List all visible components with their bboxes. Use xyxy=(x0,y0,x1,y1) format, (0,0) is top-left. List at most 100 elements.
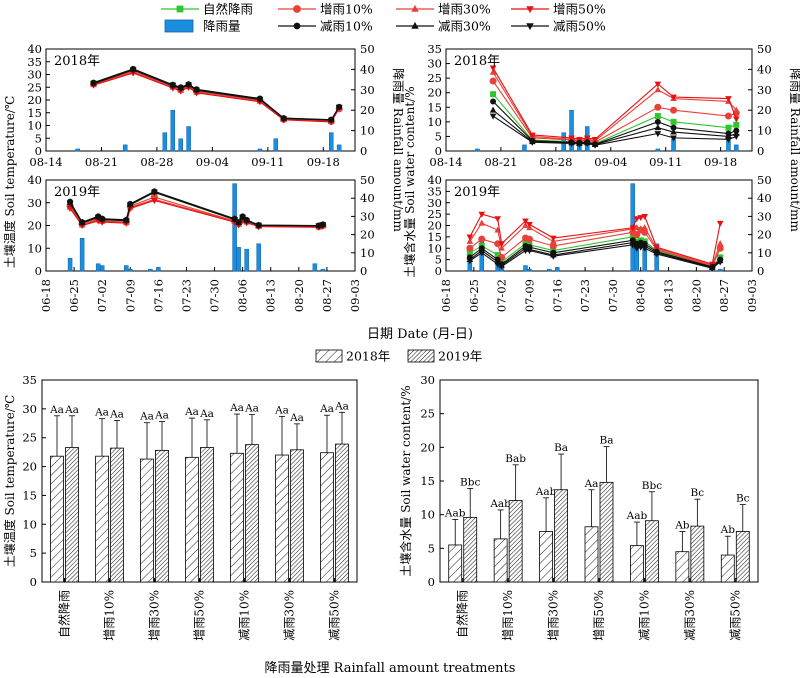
series-line xyxy=(492,115,737,146)
y-tick-label-right: 50 xyxy=(360,42,375,56)
x-tick-label: 08-20 xyxy=(292,279,306,312)
series-point xyxy=(66,206,74,213)
bar xyxy=(200,447,214,583)
series-point xyxy=(733,134,740,141)
legend-item: 降雨量 xyxy=(164,19,241,34)
y-tick-label-left: 35 xyxy=(427,184,442,198)
series-line xyxy=(492,67,737,140)
x-tick-label: 09-03 xyxy=(745,279,759,312)
legend-label: 降雨量 xyxy=(203,19,241,34)
series-point xyxy=(716,259,724,266)
y-tick-label-right: 30 xyxy=(360,209,375,223)
legend-item: 减雨50% xyxy=(511,19,606,34)
significance-label: Aa xyxy=(319,403,334,415)
rain-bar xyxy=(156,267,161,272)
y-tick-label-left: 30 xyxy=(427,196,442,210)
legend-item: 增雨10% xyxy=(278,2,373,17)
legend-item: 增雨50% xyxy=(511,2,606,17)
significance-label: Bc xyxy=(736,493,750,505)
y-tick-label-left: 40 xyxy=(27,42,42,56)
y-tick-label-right: 10 xyxy=(757,246,772,260)
x-tick-label: 减雨50% xyxy=(728,590,742,641)
series-point xyxy=(498,241,505,248)
rain-bar xyxy=(555,267,560,272)
x-tick-label: 09-18 xyxy=(307,155,340,169)
bar xyxy=(630,545,644,583)
y-tick-label-right: 20 xyxy=(360,228,375,242)
x-tick-label: 增雨50% xyxy=(193,590,207,641)
series-point xyxy=(494,261,501,268)
series-point xyxy=(478,235,486,243)
bar xyxy=(554,489,568,583)
series-point xyxy=(716,220,724,227)
bar xyxy=(230,452,244,583)
panel-soil-temperature-2019: 0 10 20 30 40 0 10 20 30 40 50 06-18 06-25 07-02 07-09… xyxy=(27,173,374,312)
rain-bar xyxy=(569,109,574,152)
left-axis-title-water: 土壤含水量 Soil water content/% xyxy=(402,86,417,277)
series-point xyxy=(549,242,557,250)
series-point xyxy=(90,81,97,88)
legend-item: 减雨30% xyxy=(396,19,491,34)
series-point xyxy=(733,116,740,123)
x-tick-label: 减雨50% xyxy=(328,590,342,641)
significance-label: Aa xyxy=(244,403,259,415)
series-point xyxy=(716,240,724,247)
series-point xyxy=(129,70,137,77)
x-tick-label: 06-18 xyxy=(439,279,453,312)
significance-label: Aab xyxy=(444,507,466,519)
y-tick-label-left: 0 xyxy=(435,144,442,158)
y-tick-label-left: 10 xyxy=(27,241,42,255)
legend-label: 减雨30% xyxy=(438,19,491,34)
legend-marker xyxy=(176,5,184,13)
series-point xyxy=(126,206,134,213)
significance-label: Ba xyxy=(600,435,614,447)
series-point xyxy=(526,248,533,255)
y-tick-label: 30 xyxy=(420,373,435,387)
rain-bar xyxy=(186,126,191,152)
series-point xyxy=(583,141,591,148)
series-point xyxy=(489,77,497,85)
rain-bar xyxy=(99,265,105,272)
rain-bar xyxy=(124,265,129,272)
series-line xyxy=(492,109,737,146)
series-point xyxy=(466,234,474,241)
rain-bar xyxy=(734,144,739,152)
series-point xyxy=(670,124,677,131)
y-tick-label-left: 10 xyxy=(427,241,442,255)
x-tick-label: 增雨30% xyxy=(148,590,162,641)
x-tick-label: 减雨30% xyxy=(283,590,297,641)
rain-bar xyxy=(257,148,263,152)
series-point xyxy=(489,65,497,72)
significance-label: Ab xyxy=(674,520,690,532)
y-tick-label: 20 xyxy=(22,460,37,474)
y-tick-label-left: 35 xyxy=(27,55,42,69)
rain-bar xyxy=(162,132,168,152)
x-tick-label: 09-18 xyxy=(704,155,737,169)
series-point xyxy=(670,128,677,135)
series-point xyxy=(633,216,641,223)
significance-label: Aa xyxy=(109,408,124,420)
series-point xyxy=(629,242,637,249)
bar xyxy=(95,455,109,583)
series-line xyxy=(492,101,737,145)
series-point xyxy=(243,218,250,225)
bar xyxy=(448,544,463,583)
series-point xyxy=(529,132,536,139)
y-tick-label-right: 0 xyxy=(757,264,764,278)
legend-swatch-bar xyxy=(164,19,194,33)
x-tick-label: 增雨10% xyxy=(103,590,117,641)
bar xyxy=(185,456,199,583)
series-point xyxy=(525,235,533,243)
x-tick-label: 07-16 xyxy=(151,279,165,312)
significance-label: Aab xyxy=(626,510,648,522)
x-tick-label: 08-06 xyxy=(236,279,250,312)
series-point xyxy=(725,136,732,143)
series-point xyxy=(489,68,497,75)
significance-label: Aab xyxy=(535,486,557,498)
bar xyxy=(140,458,154,583)
series-line xyxy=(492,72,737,142)
y-tick-label: 0 xyxy=(428,575,435,589)
x-tick-label: 增雨50% xyxy=(592,590,606,641)
y-tick-label-right: 50 xyxy=(757,42,772,56)
rain-bar xyxy=(232,183,237,272)
